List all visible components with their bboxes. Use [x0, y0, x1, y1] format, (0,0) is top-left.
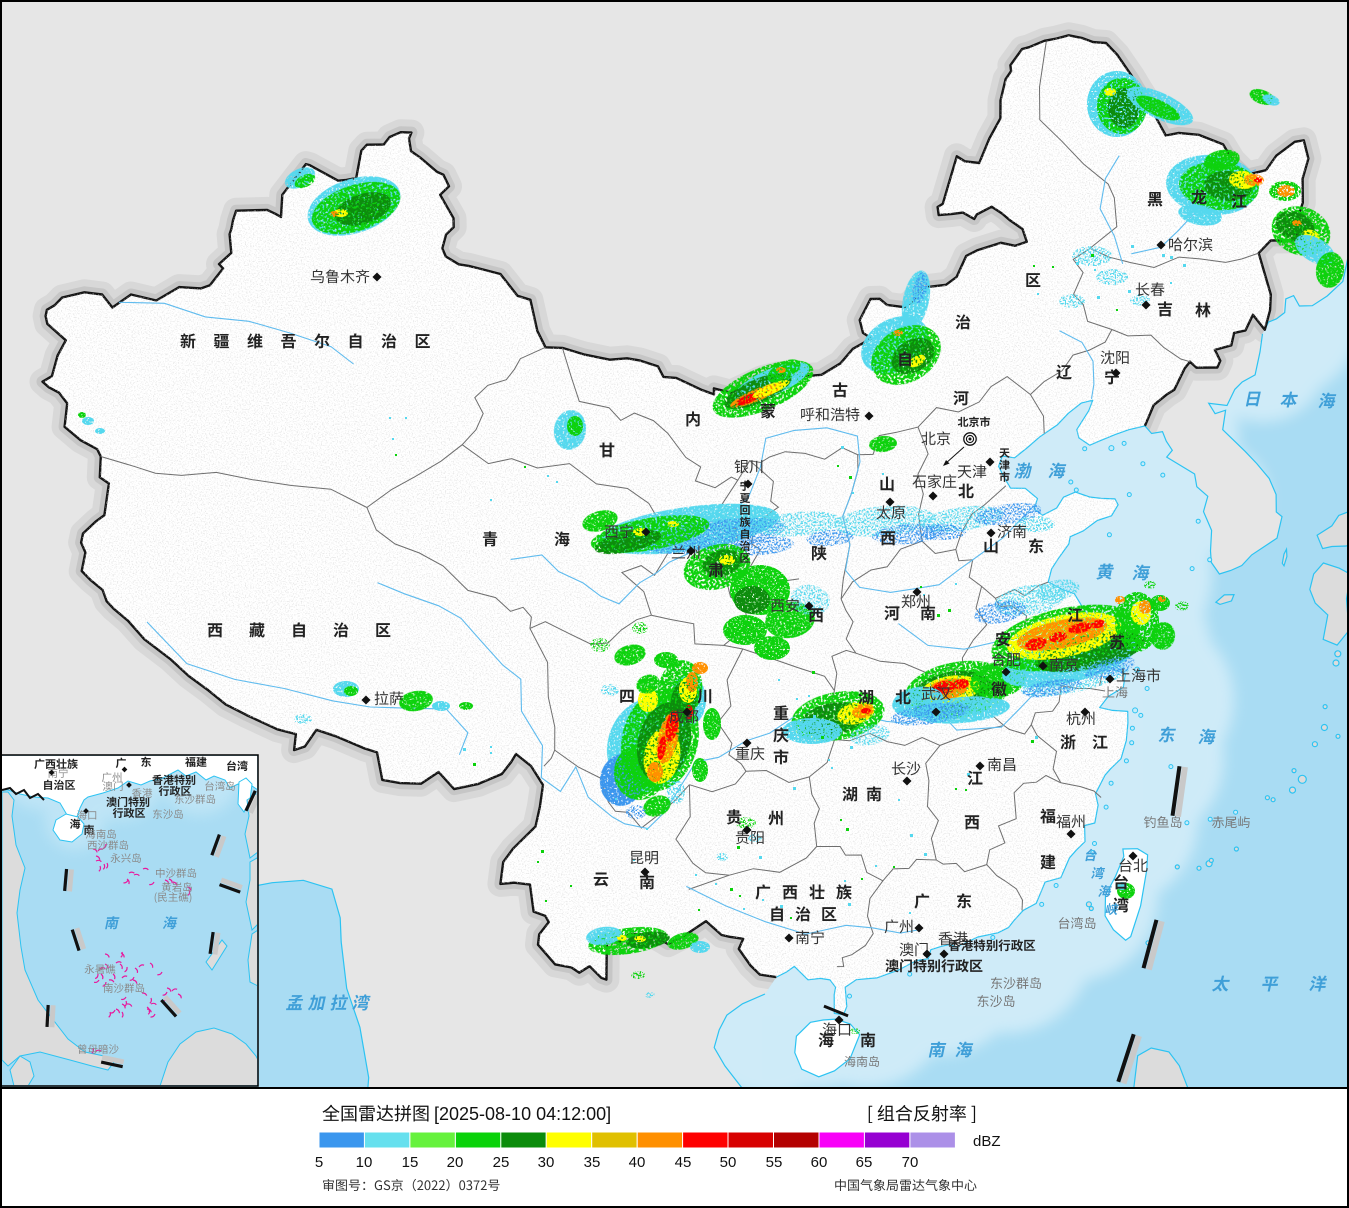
svg-text:30: 30: [538, 1154, 555, 1171]
svg-text:45: 45: [675, 1154, 692, 1171]
svg-text:15: 15: [402, 1154, 419, 1171]
svg-text:40: 40: [629, 1154, 646, 1171]
svg-text:[2025-08-10 04:12:00]: [2025-08-10 04:12:00]: [434, 1104, 611, 1124]
svg-text:35: 35: [584, 1154, 601, 1171]
svg-text:50: 50: [720, 1154, 737, 1171]
svg-text:65: 65: [856, 1154, 873, 1171]
svg-text:55: 55: [766, 1154, 783, 1171]
svg-text:dBZ: dBZ: [973, 1133, 1001, 1150]
svg-text:5: 5: [315, 1154, 323, 1171]
svg-text:25: 25: [493, 1154, 510, 1171]
svg-text:20: 20: [447, 1154, 464, 1171]
svg-text:60: 60: [811, 1154, 828, 1171]
svg-text:70: 70: [902, 1154, 919, 1171]
svg-text:10: 10: [356, 1154, 373, 1171]
